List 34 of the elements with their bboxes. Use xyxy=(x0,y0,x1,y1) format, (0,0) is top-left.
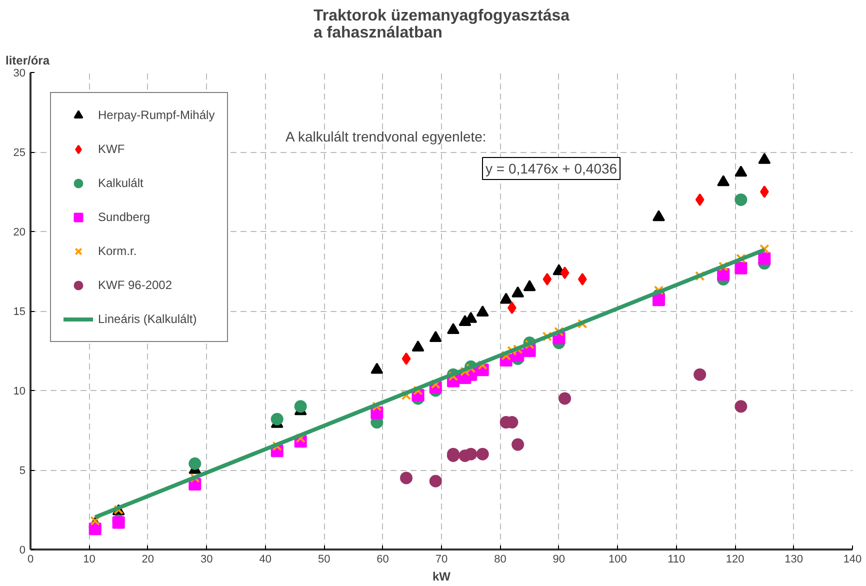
legend-label: Korm.r. xyxy=(98,244,137,258)
x-tick-label: 20 xyxy=(142,554,154,566)
y-tick-label: 20 xyxy=(13,226,26,238)
x-tick-label: 80 xyxy=(494,554,506,566)
x-tick-label: 10 xyxy=(83,554,96,566)
x-tick-label: 40 xyxy=(259,554,272,566)
y-tick-label: 25 xyxy=(13,147,26,159)
x-tick-label: 50 xyxy=(318,554,330,566)
legend-label: Sundberg xyxy=(98,210,150,224)
x-tick-label: 140 xyxy=(843,554,862,566)
legend-label: Kalkulált xyxy=(98,176,144,190)
chart-title: Traktorok üzemanyagfogyasztása a fahasználatban xyxy=(313,8,570,42)
legend-label: Herpay-Rumpf-Mihály xyxy=(98,108,215,122)
y-tick-label: 0 xyxy=(19,544,26,556)
annotation: A kalkulált trendvonal egyenlete: xyxy=(286,128,486,144)
x-tick-label: 30 xyxy=(200,554,213,566)
annotation: y = 0,1476x + 0,4036 xyxy=(486,160,618,176)
x-axis-title: kW xyxy=(432,570,452,584)
legend-label: Lineáris (Kalkulált) xyxy=(98,312,197,326)
y-tick-label: 5 xyxy=(19,465,26,477)
x-tick-label: 120 xyxy=(726,554,744,566)
x-tick-label: 70 xyxy=(435,554,448,566)
x-tick-label: 110 xyxy=(668,554,686,566)
x-tick-label: 100 xyxy=(608,554,627,566)
y-tick-label: 10 xyxy=(13,386,26,398)
x-tick-label: 0 xyxy=(27,554,34,566)
y-tick-label: 15 xyxy=(13,306,26,318)
x-tick-label: 130 xyxy=(784,554,803,566)
x-tick-label: 60 xyxy=(376,554,389,566)
y-axis-title: liter/óra xyxy=(6,54,50,68)
y-tick-label: 30 xyxy=(13,68,26,80)
legend-label: KWF xyxy=(98,142,125,156)
x-tick-label: 90 xyxy=(552,554,566,566)
legend-label: KWF 96-2002 xyxy=(98,278,172,292)
